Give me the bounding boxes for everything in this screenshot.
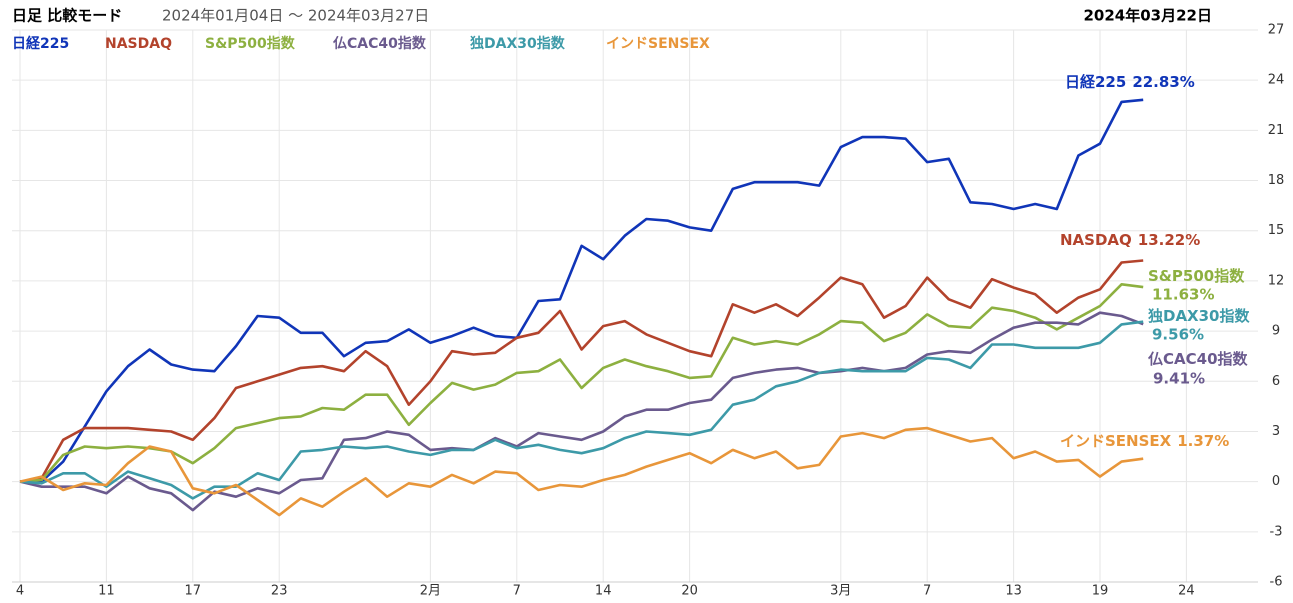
- x-tick-label: 4: [16, 584, 24, 599]
- x-tick-label: 20: [681, 584, 698, 599]
- y-tick-label: 12: [1268, 273, 1285, 288]
- end-label-value: 22.83%: [1132, 73, 1194, 91]
- y-tick-label: 15: [1268, 223, 1285, 238]
- end-label-name: インドSENSEX: [1060, 432, 1172, 450]
- x-tick-label: 24: [1178, 584, 1195, 599]
- x-tick-label: 7: [923, 584, 931, 599]
- end-label: 独DAX30指数: [1148, 307, 1250, 325]
- series-line: [20, 98, 1144, 483]
- end-label: S&P500指数: [1148, 267, 1245, 285]
- end-label-name: 独DAX30指数: [1148, 307, 1250, 325]
- y-tick-label: -3: [1270, 524, 1283, 539]
- date-label: 2024年03月22日: [1084, 7, 1213, 25]
- x-tick-label: 14: [595, 584, 612, 599]
- y-tick-label: 21: [1268, 123, 1285, 138]
- series-line: [19, 283, 1144, 483]
- end-label-value: 9.56%: [1152, 326, 1204, 344]
- legend-entry: インドSENSEX: [606, 36, 710, 52]
- x-tick-label: 7: [513, 584, 521, 599]
- x-tick-label: 3月: [830, 584, 851, 599]
- end-label-name: 仏CAC40指数: [1148, 350, 1248, 368]
- end-label-value: 1.37%: [1177, 432, 1229, 450]
- x-tick-label: 2月: [420, 584, 441, 599]
- x-tick-label: 13: [1005, 584, 1022, 599]
- legend-entry: S&P500指数: [205, 35, 296, 52]
- x-tick-label: 23: [271, 584, 288, 599]
- end-label-name: NASDAQ: [1060, 231, 1132, 249]
- series-line: [19, 311, 1144, 512]
- x-tick-label: 17: [185, 584, 202, 599]
- x-tick-label: 11: [98, 584, 115, 599]
- end-label: NASDAQ 13.22%: [1060, 231, 1200, 249]
- legend-entry: 日経225: [12, 35, 69, 52]
- end-label: 仏CAC40指数: [1148, 350, 1248, 368]
- y-tick-label: 3: [1272, 424, 1280, 439]
- y-tick-label: 18: [1268, 173, 1285, 188]
- end-label-name: 日経225: [1065, 73, 1126, 91]
- y-tick-label: 27: [1268, 23, 1285, 38]
- legend-entry: 独DAX30指数: [470, 35, 566, 52]
- end-label: インドSENSEX 1.37%: [1060, 432, 1229, 450]
- x-tick-label: 19: [1092, 584, 1109, 599]
- legend-entry: NASDAQ: [105, 36, 172, 52]
- y-tick-label: -6: [1270, 575, 1283, 590]
- legend-entry: 仏CAC40指数: [333, 35, 427, 52]
- chart-subtitle: 2024年01月04日 ～ 2024年03月27日: [162, 7, 429, 25]
- y-tick-label: 0: [1272, 474, 1280, 489]
- y-tick-label: 9: [1272, 324, 1280, 339]
- end-label-value: 13.22%: [1138, 231, 1200, 249]
- series-line: [19, 426, 1144, 517]
- y-tick-label: 6: [1272, 374, 1280, 389]
- end-label: 日経225 22.83%: [1065, 73, 1195, 91]
- end-label-name: S&P500指数: [1148, 267, 1245, 285]
- chart-title: 日足 比較モード: [12, 7, 122, 25]
- end-label-value: 9.41%: [1153, 370, 1205, 388]
- y-tick-label: 24: [1268, 73, 1285, 88]
- series-line: [19, 259, 1144, 483]
- end-label-value: 11.63%: [1152, 286, 1214, 304]
